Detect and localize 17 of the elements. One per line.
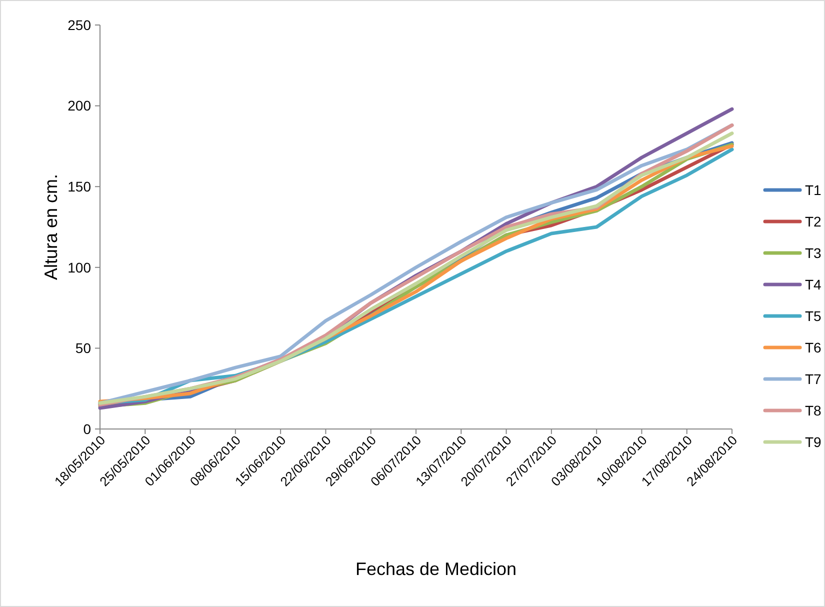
legend-label: T4	[805, 276, 822, 292]
legend-label: T8	[805, 402, 822, 418]
legend-label: T7	[805, 370, 822, 387]
legend-label: T9	[805, 434, 822, 450]
y-tick-label: 0	[83, 420, 92, 437]
legend-label: T1	[805, 182, 822, 198]
x-axis-title: Fechas de Medicion	[355, 559, 517, 579]
legend-label: T6	[805, 339, 822, 356]
legend-label: T3	[805, 244, 822, 261]
y-tick-label: 150	[68, 178, 92, 194]
legend-label: T2	[805, 213, 822, 230]
y-tick-label: 50	[75, 340, 92, 356]
y-axis-title: Altura en cm.	[41, 174, 61, 280]
y-tick-label: 250	[68, 16, 92, 33]
y-tick-label: 100	[68, 259, 92, 276]
legend-label: T5	[805, 308, 822, 324]
y-tick-label: 200	[68, 98, 92, 114]
